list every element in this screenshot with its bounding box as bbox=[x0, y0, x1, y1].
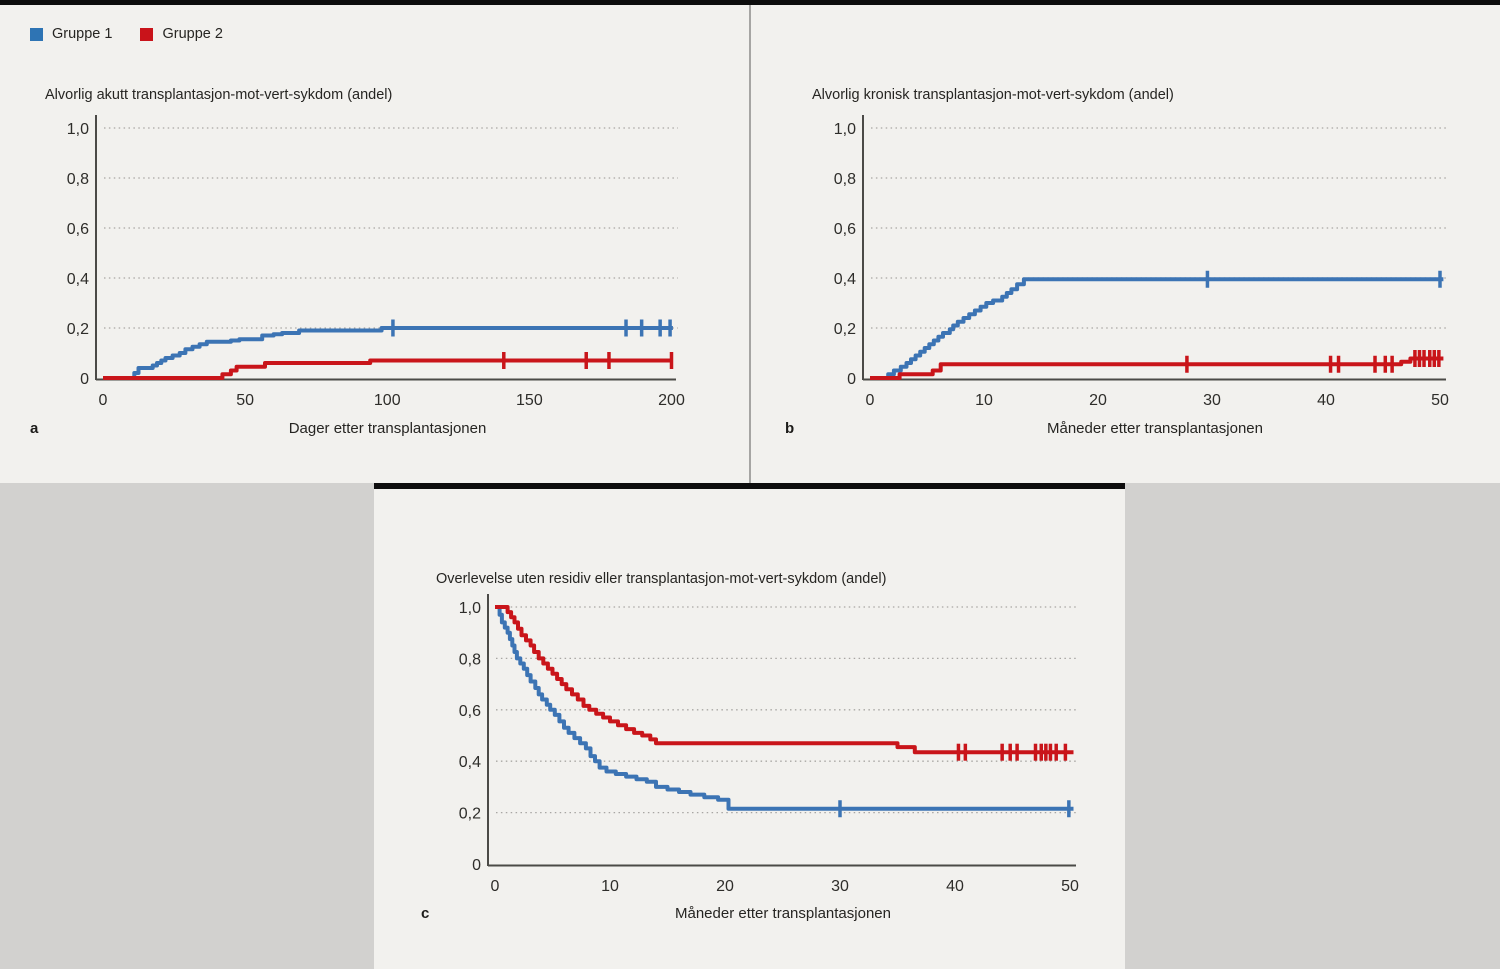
series-gruppe-1-curve bbox=[103, 326, 673, 380]
y-tick-label: 0 bbox=[80, 371, 89, 388]
y-tick-label: 1,0 bbox=[834, 121, 856, 138]
panel-a-title: Alvorlig akutt transplantasjon-mot-vert-… bbox=[45, 87, 393, 103]
panel-c-letter: c bbox=[421, 905, 430, 922]
x-tick-label: 20 bbox=[1089, 392, 1107, 409]
y-tick-label: 0,6 bbox=[67, 221, 89, 238]
panel-b-xaxis-title: Måneder etter transplantasjonen bbox=[1047, 420, 1263, 437]
x-tick-label: 100 bbox=[374, 392, 401, 409]
bottom-section bbox=[0, 483, 1500, 969]
x-tick-label: 10 bbox=[975, 392, 993, 409]
y-tick-label: 0,6 bbox=[834, 221, 856, 238]
y-tick-label: 0,4 bbox=[67, 271, 89, 288]
bottom-panel-black-bar bbox=[374, 483, 1125, 489]
x-tick-label: 50 bbox=[236, 392, 254, 409]
y-tick-label: 0,4 bbox=[834, 271, 856, 288]
legend-item-gruppe-1: Gruppe 1 bbox=[30, 26, 112, 42]
y-tick-label: 0,8 bbox=[834, 171, 856, 188]
x-tick-label: 50 bbox=[1431, 392, 1449, 409]
x-tick-label: 0 bbox=[866, 392, 875, 409]
y-tick-label: 0 bbox=[847, 371, 856, 388]
x-tick-label: 200 bbox=[658, 392, 685, 409]
y-tick-label: 0,2 bbox=[67, 321, 89, 338]
panel-divider bbox=[749, 5, 751, 483]
y-tick-label: 0,8 bbox=[67, 171, 89, 188]
panel-b-letter: b bbox=[785, 420, 795, 437]
bottom-panel bbox=[374, 483, 1125, 969]
y-tick-label: 0,2 bbox=[834, 321, 856, 338]
panel-a-xaxis-title: Dager etter transplantasjonen bbox=[288, 420, 487, 437]
y-tick-label: 1,0 bbox=[67, 121, 89, 138]
legend: Gruppe 1 Gruppe 2 bbox=[30, 26, 251, 42]
legend-label-gruppe-1: Gruppe 1 bbox=[52, 26, 113, 42]
legend-label-gruppe-2: Gruppe 2 bbox=[162, 26, 223, 42]
panel-a-plot: 1,0 0,8 0,6 0,4 0,2 00 50 100 150 200 bbox=[67, 115, 685, 409]
legend-swatch-gruppe-2 bbox=[140, 27, 154, 41]
legend-item-gruppe-2: Gruppe 2 bbox=[140, 26, 223, 42]
top-black-bar bbox=[0, 0, 1500, 5]
panel-b-title: Alvorlig kronisk transplantasjon-mot-ver… bbox=[812, 87, 1174, 103]
panel-a-letter: a bbox=[30, 420, 39, 437]
x-tick-label: 40 bbox=[1317, 392, 1335, 409]
legend-swatch-gruppe-1 bbox=[30, 27, 43, 41]
series-gruppe-2-curve bbox=[870, 356, 1444, 380]
x-tick-label: 150 bbox=[516, 392, 543, 409]
series-gruppe-1-curve bbox=[870, 277, 1444, 380]
x-tick-label: 30 bbox=[1203, 392, 1221, 409]
panel-c-xaxis-title: Måneder etter transplantasjonen bbox=[675, 905, 891, 922]
panel-b-plot: 1,0 0,8 0,6 0,4 0,2 00 10 20 30 40 50 bbox=[834, 115, 1449, 409]
x-tick-label: 0 bbox=[99, 392, 108, 409]
panel-c-title: Overlevelse uten residiv eller transplan… bbox=[436, 571, 887, 587]
series-gruppe-2-curve bbox=[103, 358, 673, 380]
